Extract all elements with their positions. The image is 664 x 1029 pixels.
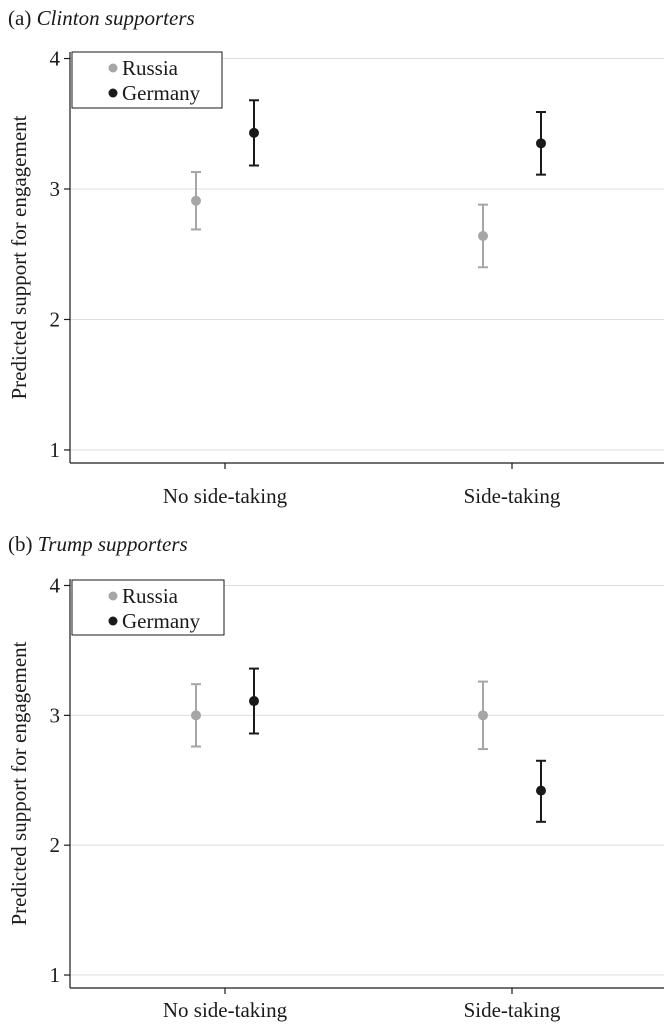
legend-label-russia: Russia — [122, 56, 179, 80]
legend-marker-russia — [108, 63, 118, 73]
legend-box — [71, 579, 225, 636]
panel-b-label: (b) — [8, 532, 33, 556]
point-marker — [478, 230, 488, 241]
data-point-germany — [249, 99, 259, 167]
y-tick-label: 1 — [50, 438, 61, 462]
point-marker — [536, 785, 546, 796]
chart-trump-supporters: 1 2 3 4 Predicted support for engagement No s… — [7, 573, 664, 1022]
panel-a-title: (a) Clinton supporters — [8, 6, 195, 31]
point-marker — [191, 710, 201, 721]
data-point-russia — [191, 171, 201, 231]
legend-box — [71, 51, 223, 109]
y-tick-label: 3 — [50, 703, 61, 727]
point-marker — [249, 696, 259, 707]
y-tick-label: 2 — [50, 833, 61, 857]
chart-clinton-supporters: 1 2 3 4 Predicted support for engagement No s… — [7, 47, 664, 508]
x-tick-label: Side-taking — [464, 998, 561, 1022]
y-tick-label: 3 — [50, 177, 61, 201]
y-tick-label: 2 — [50, 307, 61, 331]
legend-label-russia: Russia — [122, 584, 179, 608]
data-point-russia — [478, 680, 488, 751]
y-axis-label: Predicted support for engagement — [7, 641, 31, 925]
data-point-russia — [478, 203, 488, 269]
data-point-germany — [536, 111, 546, 176]
x-tick-label: Side-taking — [464, 484, 561, 508]
legend-label-germany: Germany — [122, 81, 201, 105]
point-marker — [536, 138, 546, 149]
legend-label-germany: Germany — [122, 609, 201, 633]
legend-marker-germany — [108, 88, 118, 98]
data-point-germany — [536, 759, 546, 823]
y-tick-label: 1 — [50, 963, 61, 987]
y-tick-label: 4 — [50, 573, 61, 597]
point-marker — [478, 710, 488, 721]
data-point-russia — [191, 683, 201, 748]
panel-b-title: (b) Trump supporters — [8, 532, 188, 557]
data-point-germany — [249, 667, 259, 735]
y-tick-label: 4 — [50, 47, 61, 71]
y-axis-label: Predicted support for engagement — [7, 115, 31, 399]
legend-marker-germany — [108, 616, 118, 626]
x-tick-label: No side-taking — [163, 998, 288, 1022]
panel-b-name: Trump supporters — [37, 532, 188, 556]
point-marker — [249, 127, 259, 138]
legend-marker-russia — [108, 591, 118, 601]
panel-a-label: (a) — [8, 6, 32, 30]
panel-a-name: Clinton supporters — [36, 6, 195, 30]
x-tick-label: No side-taking — [163, 484, 288, 508]
point-marker — [191, 195, 201, 206]
